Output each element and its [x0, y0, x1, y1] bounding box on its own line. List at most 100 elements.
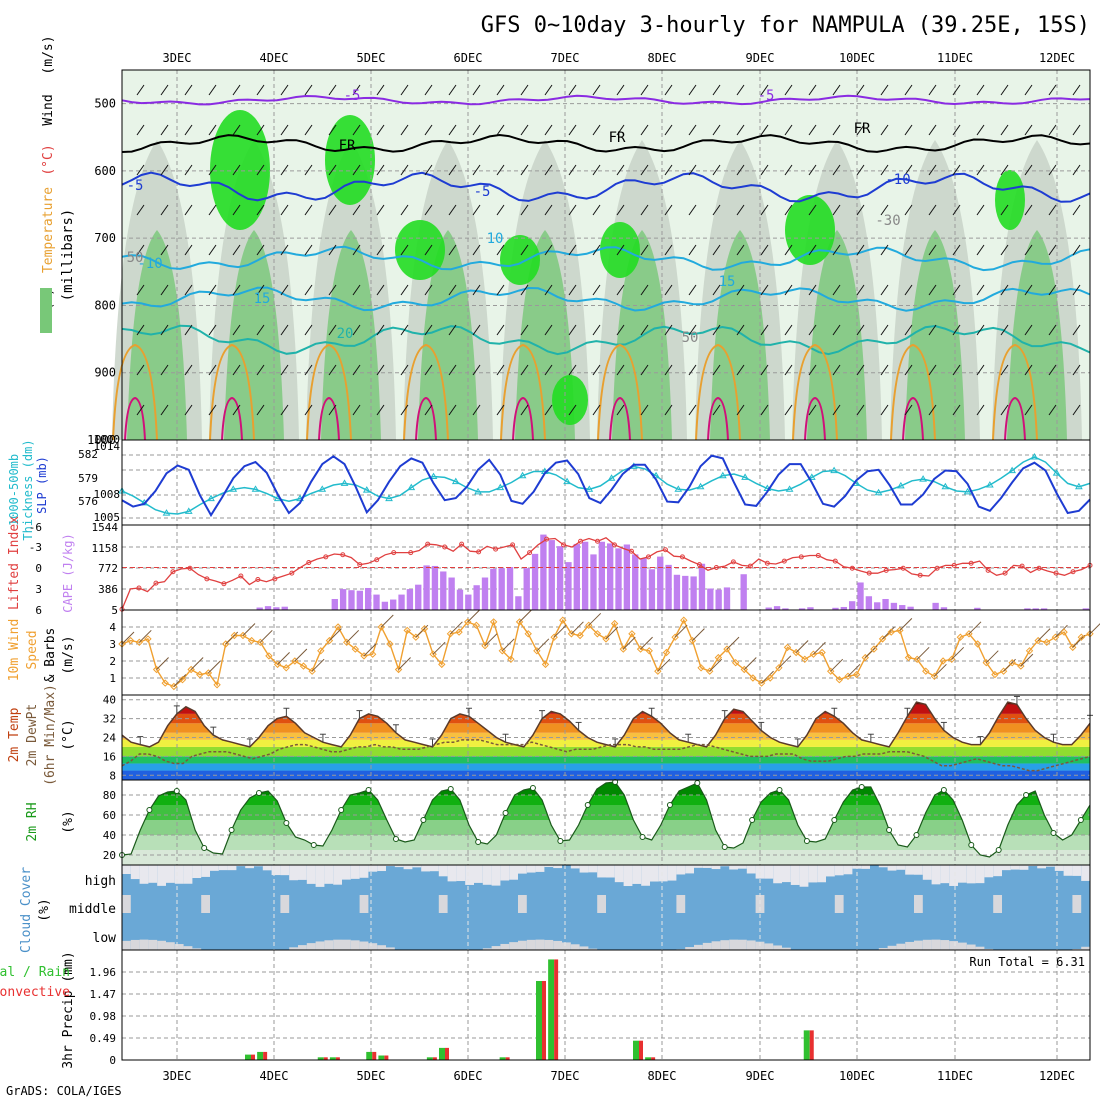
- rh-marker: [1078, 818, 1083, 823]
- cloud-high-bar: [835, 865, 844, 875]
- cloud-high-bar: [685, 865, 694, 873]
- precip-conv-bar: [542, 981, 546, 1060]
- cloud-high-bar: [940, 865, 949, 883]
- cloud-high-bar: [333, 865, 342, 885]
- rh-marker: [832, 818, 837, 823]
- cape-bar: [448, 578, 454, 610]
- cloud-low-bar: [580, 946, 589, 950]
- cloud-low-bar: [324, 940, 333, 950]
- precip-conv-bar: [251, 1055, 255, 1060]
- cloud-high-bar: [571, 865, 580, 868]
- precip-total-bar: [804, 1030, 810, 1060]
- date-label-bottom: 7DEC: [551, 1069, 580, 1083]
- cloud-high-bar: [712, 865, 721, 869]
- precip-total-bar: [548, 959, 554, 1060]
- cape-bar: [332, 599, 338, 610]
- cloud-low-bar: [923, 940, 932, 950]
- cloud-low-bar: [764, 943, 773, 950]
- cloud-low-bar: [157, 941, 166, 950]
- cloud-high-bar: [192, 865, 201, 878]
- precip-total-bar: [378, 1056, 384, 1060]
- cloud-high-bar: [597, 865, 606, 877]
- cloud-mid-bar: [1072, 895, 1081, 913]
- rh-high-patch: [325, 115, 375, 205]
- cloud-high-bar: [896, 865, 905, 870]
- rh-marker: [366, 788, 371, 793]
- rh-marker: [777, 788, 782, 793]
- rh-marker: [558, 839, 563, 844]
- cloud-low-bar: [527, 940, 536, 950]
- wind-tick: 2: [109, 655, 116, 668]
- cape-bar: [348, 590, 354, 610]
- cloud-high-bar: [465, 865, 474, 885]
- cloud-high-bar: [219, 865, 228, 870]
- cape-bar: [649, 569, 655, 610]
- cloud-high-bar: [483, 865, 492, 885]
- cape-bar: [540, 535, 546, 610]
- thickness-tick: 579: [78, 472, 98, 485]
- chart-title: GFS 0~10day 3-hourly for NAMPULA (39.25E…: [481, 13, 1090, 38]
- cape-bar: [582, 542, 588, 610]
- precip-total-bar: [536, 981, 542, 1060]
- temp-tick: 24: [103, 732, 117, 745]
- cloud-high-bar: [967, 865, 976, 883]
- cloud-high-bar: [1081, 865, 1090, 881]
- cape-bar: [724, 587, 730, 610]
- cloud-low-bar: [738, 940, 747, 950]
- cloud-high-bar: [307, 865, 316, 884]
- cape-bar: [882, 599, 888, 610]
- cloud-high-bar: [826, 865, 835, 876]
- precip-total-bar: [439, 1048, 445, 1060]
- cloud-high-bar: [316, 865, 325, 887]
- date-label-bottom: 8DEC: [648, 1069, 677, 1083]
- rh-band: [122, 820, 1090, 835]
- cape-tick: 386: [98, 583, 118, 596]
- y-tick-label: 700: [94, 231, 116, 245]
- cloud-high-bar: [351, 865, 360, 879]
- cape-bar: [607, 543, 613, 610]
- date-label-top: 9DEC: [746, 51, 775, 65]
- rh-marker: [503, 811, 508, 816]
- temp-tick: 40: [103, 694, 116, 707]
- cloud-low-bar: [342, 940, 351, 950]
- cape-bar: [857, 582, 863, 610]
- rh-marker: [202, 846, 207, 851]
- legend-convective: Convective: [0, 985, 70, 1000]
- cloud-high-bar: [527, 865, 536, 873]
- ylabel-2m-temp: 2m Temp: [7, 707, 22, 762]
- cape-bar: [557, 546, 563, 610]
- cloud-low-bar: [131, 940, 140, 950]
- rh-marker: [229, 828, 234, 833]
- cape-bar: [549, 540, 555, 610]
- cloud-high-bar: [448, 865, 457, 881]
- cloud-high-bar: [157, 865, 166, 886]
- cloud-high-bar: [228, 865, 237, 870]
- cape-bar: [357, 591, 363, 610]
- date-label-bottom: 12DEC: [1039, 1069, 1075, 1083]
- rh-marker: [695, 781, 700, 786]
- cloud-low-bar: [729, 940, 738, 950]
- li-tick: -3: [29, 541, 42, 554]
- cape-bar: [615, 548, 621, 610]
- cloud-low-bar: [377, 945, 386, 950]
- cape-bar: [682, 576, 688, 610]
- cloud-level-label: middle: [69, 902, 116, 917]
- cloud-high-bar: [632, 865, 641, 884]
- rh-marker: [476, 840, 481, 845]
- rh-band: [122, 795, 1090, 805]
- cloud-low-bar: [914, 941, 923, 950]
- cloud-high-bar: [360, 865, 369, 878]
- rh-marker: [1051, 831, 1056, 836]
- cloud-high-bar: [676, 865, 685, 874]
- rh-marker: [640, 835, 645, 840]
- contour-label: FR: [339, 138, 356, 154]
- cloud-low-bar: [703, 943, 712, 950]
- wind-tick: 1: [109, 672, 116, 685]
- cloud-high-bar: [668, 865, 677, 881]
- cloud-low-bar: [712, 941, 721, 950]
- rh-marker: [284, 821, 289, 826]
- ylabel-barbs: & Barbs: [43, 628, 58, 683]
